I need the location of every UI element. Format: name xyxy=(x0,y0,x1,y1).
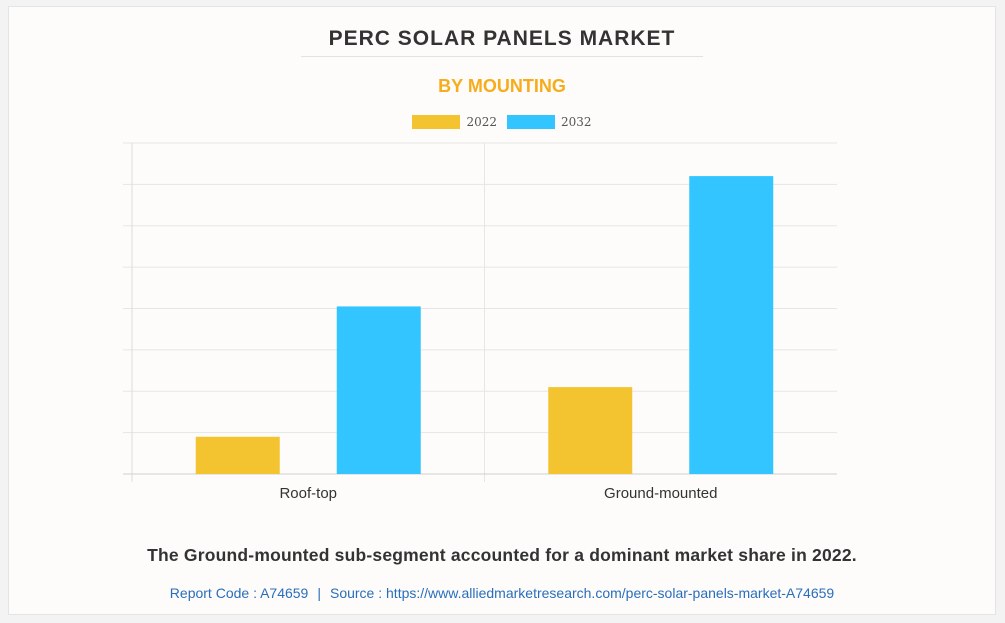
bar-2032-ground-mounted xyxy=(689,176,774,474)
chart-subtitle: BY MOUNTING xyxy=(438,76,566,96)
legend-item-2032[interactable]: 2032 xyxy=(507,115,592,129)
bar-2022-ground-mounted xyxy=(548,387,633,474)
bar-2032-roof-top xyxy=(336,306,421,474)
x-tick-label: Ground-mounted xyxy=(604,485,717,502)
source-separator: | xyxy=(317,585,321,601)
chart-card: PERC SOLAR PANELS MARKET BY MOUNTING 202… xyxy=(8,6,996,615)
title-divider xyxy=(301,56,703,57)
chart-caption: The Ground-mounted sub-segment accounted… xyxy=(147,545,857,565)
x-tick-label: Roof-top xyxy=(279,485,337,502)
legend-swatch-2022 xyxy=(412,115,461,129)
source-link[interactable]: Source : https://www.alliedmarketresearc… xyxy=(329,585,835,601)
legend-swatch-2032 xyxy=(507,115,555,129)
legend-item-2022[interactable]: 2022 xyxy=(412,115,497,129)
bar-2022-roof-top xyxy=(195,436,280,474)
legend-label-2032: 2032 xyxy=(561,115,592,129)
report-code: Report Code : A74659 xyxy=(169,585,309,601)
source-line: Report Code : A74659 | Source : https://ww… xyxy=(9,585,995,601)
bar-chart: Roof-top Ground-mounted xyxy=(123,142,837,502)
chart-legend: 2022 2032 xyxy=(9,115,995,129)
legend-label-2022: 2022 xyxy=(466,115,497,129)
chart-title: PERC SOLAR PANELS MARKET xyxy=(328,27,676,50)
